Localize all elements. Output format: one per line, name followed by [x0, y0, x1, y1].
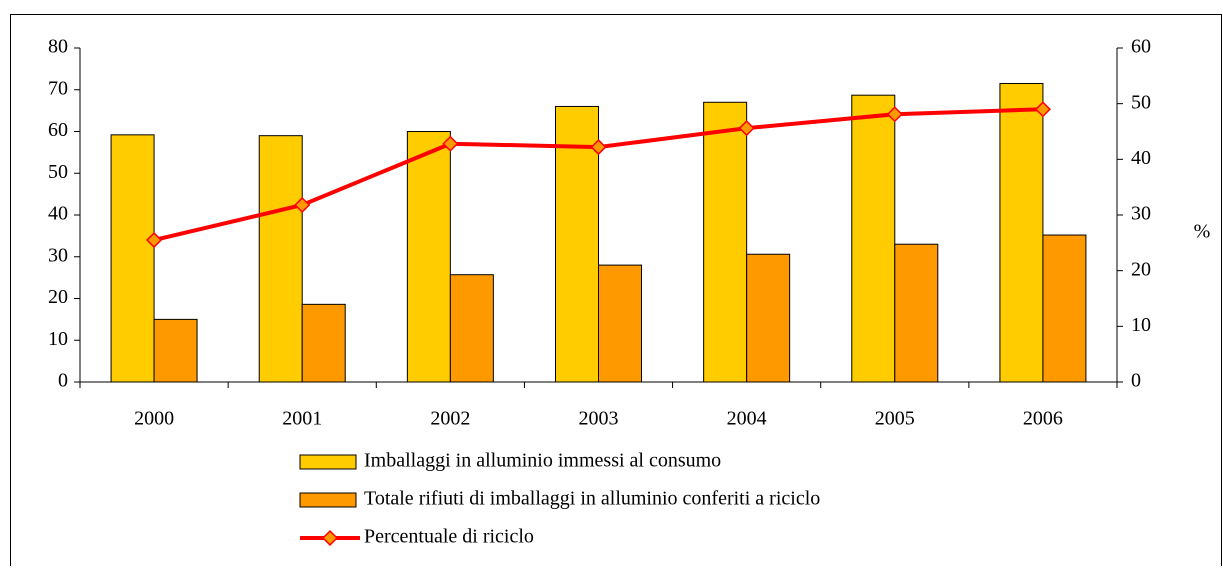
bar: [406, 131, 451, 383]
x-tick-label: 2004: [727, 408, 767, 430]
y-tick-label: 50: [48, 161, 68, 183]
bar: [999, 82, 1044, 383]
bar: [301, 303, 346, 383]
y2-tick-label: 60: [1131, 36, 1151, 58]
bar: [746, 253, 791, 383]
y-tick-label: 20: [48, 286, 68, 308]
y2-tick-label: 40: [1131, 147, 1151, 169]
y-tick-label: 70: [48, 77, 68, 99]
y2-tick-label: 30: [1131, 203, 1151, 225]
bar: [555, 105, 599, 383]
marker: [590, 139, 607, 156]
marker: [886, 106, 903, 123]
marker: [146, 231, 163, 249]
y-tick-label: 30: [48, 244, 68, 266]
y-tick-label: 80: [48, 36, 68, 58]
y2-tick-label: 10: [1131, 314, 1151, 336]
x-tick-label: 2005: [875, 408, 915, 430]
y-tick-label: 10: [48, 328, 68, 350]
y2-axis-label: %: [1194, 221, 1211, 243]
marker: [1034, 101, 1051, 118]
x-tick-label: 2002: [430, 408, 470, 430]
y-tick-label: 0: [58, 370, 68, 392]
x-tick-label: 2000: [134, 408, 174, 430]
chart-frame: [10, 14, 1222, 571]
y2-tick-label: 20: [1131, 258, 1151, 280]
marker: [442, 135, 459, 152]
bar: [153, 318, 198, 383]
legend-swatch: [299, 454, 357, 470]
y2-tick-label: 0: [1131, 370, 1141, 392]
bar: [598, 264, 642, 383]
legend-label: Imballaggi in alluminio immessi al consu…: [364, 450, 721, 472]
marker: [738, 120, 755, 137]
bar: [110, 134, 155, 383]
y2-tick-label: 50: [1131, 91, 1151, 113]
bar: [449, 274, 494, 383]
bar: [851, 94, 896, 383]
legend-label: Percentuale di riciclo: [364, 526, 534, 548]
y-tick-label: 40: [48, 203, 68, 225]
bar: [703, 101, 748, 383]
bar: [1042, 234, 1087, 383]
x-tick-label: 2006: [1023, 408, 1063, 430]
x-tick-label: 2001: [282, 408, 322, 430]
legend-marker: [321, 529, 339, 547]
y-tick-label: 60: [48, 119, 68, 141]
bar: [258, 135, 303, 383]
bar: [894, 243, 939, 383]
marker: [294, 196, 311, 214]
x-tick-label: 2003: [579, 408, 619, 430]
legend-label: Totale rifiuti di imballaggi in allumini…: [364, 488, 820, 510]
legend-swatch: [299, 492, 357, 508]
